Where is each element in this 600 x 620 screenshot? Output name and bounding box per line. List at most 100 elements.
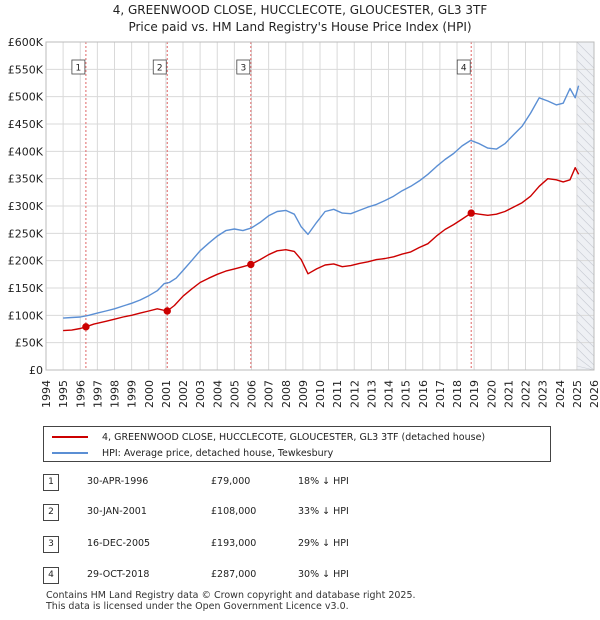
x-tick-label: 2016 [417,380,430,408]
chart-legend: 4, GREENWOOD CLOSE, HUCCLECOTE, GLOUCEST… [43,426,551,462]
x-tick-label: 2021 [502,380,515,408]
x-tick-label: 2006 [246,380,259,408]
x-tick-label: 2011 [331,380,344,408]
forecast-hatch [576,257,595,276]
forecast-hatch [576,311,595,330]
forecast-hatch [576,86,595,105]
price-chart: £0 £50K £100K £150K £200K £250K £300K £350K £400… [8,36,600,408]
legend-item-property: 4, GREENWOOD CLOSE, HUCCLECOTE, GLOUCEST… [52,430,485,444]
forecast-hatch [576,266,595,285]
sale-number-box [71,59,86,75]
x-tick-label: 2024 [554,380,567,408]
chart-title: 4, GREENWOOD CLOSE, HUCCLECOTE, GLOUCEST… [0,2,600,36]
y-tick-label: £550K [8,63,44,76]
x-tick-label: 2012 [348,380,361,408]
sale-price: £79,000 [211,476,251,487]
sale-hpi-diff: 29% ↓ HPI [298,538,349,549]
sale-date: 30-JAN-2001 [87,506,147,517]
sale-price: £287,000 [211,569,257,580]
forecast-hatch [576,167,595,186]
table-row: 4 29-OCT-2018 £287,000 30% ↓ HPI [43,567,403,584]
legend-hpi-swatch [52,452,88,454]
forecast-hatch [576,320,595,339]
forecast-hatch [576,293,595,312]
forecast-hatch [576,275,595,294]
sale-number-label: 3 [240,64,246,74]
y-tick-label: £100K [8,309,44,322]
y-tick-label: £300K [8,200,44,213]
sale-hpi-diff: 18% ↓ HPI [298,476,349,487]
x-tick-label: 1996 [74,380,87,408]
y-tick-label: £0 [29,364,43,377]
sale-price: £193,000 [211,538,257,549]
x-tick-label: 2003 [194,380,207,408]
forecast-hatch [576,185,595,204]
forecast-hatch [576,140,595,159]
sale-date: 16-DEC-2005 [87,538,151,549]
forecast-hatch [576,176,595,195]
forecast-hatch [576,329,595,348]
footer-line-2: This data is licensed under the Open Gov… [46,601,349,612]
forecast-hatch [576,221,595,240]
x-tick-label: 1998 [109,380,122,408]
sale-point [467,209,475,217]
sale-number-badge: 3 [43,536,59,553]
sale-date: 30-APR-1996 [87,476,149,487]
forecast-hatch [576,68,595,87]
legend-item-hpi: HPI: Average price, detached house, Tewk… [52,446,333,460]
forecast-hatch [576,77,595,96]
forecast-hatch [576,338,595,357]
x-tick-label: 2008 [280,380,293,408]
x-tick-label: 1995 [57,380,70,408]
x-tick-label: 2005 [228,380,241,408]
forecast-hatch [576,41,595,60]
series-line [63,166,580,332]
forecast-hatch [576,95,595,114]
sale-point [247,260,255,269]
y-tick-label: £200K [8,255,44,268]
y-tick-label: £600K [8,36,44,49]
y-tick-label: £450K [8,118,44,131]
x-tick-label: 2004 [211,380,224,408]
forecast-hatch [576,212,595,231]
x-tick-label: 2000 [143,380,156,408]
forecast-hatch [576,122,595,141]
x-tick-label: 2007 [263,380,276,408]
sale-number-label: 1 [76,64,82,74]
sale-number-box [236,59,251,75]
footer-attribution: Contains HM Land Registry data © Crown c… [46,590,416,612]
forecast-hatch [576,284,595,303]
legend-property-swatch [52,436,88,438]
forecast-hatch [576,230,595,249]
x-tick-label: 1997 [91,380,104,408]
y-tick-label: £350K [8,173,44,186]
forecast-hatch [576,104,595,123]
table-row: 3 16-DEC-2005 £193,000 29% ↓ HPI [43,536,403,553]
sale-price: £108,000 [211,506,257,517]
x-tick-label: 1994 [40,380,53,408]
forecast-hatch [576,59,595,78]
x-tick-label: 2017 [434,380,447,408]
y-tick-label: £250K [8,227,44,240]
x-tick-label: 2010 [314,380,327,408]
y-tick-label: £400K [8,145,44,158]
x-tick-label: 2023 [537,380,550,408]
forecast-hatch [576,149,595,168]
forecast-hatch [576,113,595,132]
sale-date: 29-OCT-2018 [87,569,150,580]
y-tick-label: £500K [8,91,44,104]
sale-number-box [456,59,471,75]
sale-number-label: 2 [157,64,163,74]
sale-number-badge: 1 [43,474,59,491]
x-tick-label: 2013 [365,380,378,408]
forecast-hatch [576,239,595,258]
x-tick-label: 2020 [485,380,498,408]
forecast-hatch [576,365,595,371]
sale-point [82,323,90,331]
table-row: 1 30-APR-1996 £79,000 18% ↓ HPI [43,474,403,491]
sale-hpi-diff: 33% ↓ HPI [298,506,349,517]
sale-point [163,307,171,315]
x-tick-label: 2002 [177,380,190,408]
forecast-hatch [576,203,595,222]
x-tick-label: 2015 [400,380,413,408]
